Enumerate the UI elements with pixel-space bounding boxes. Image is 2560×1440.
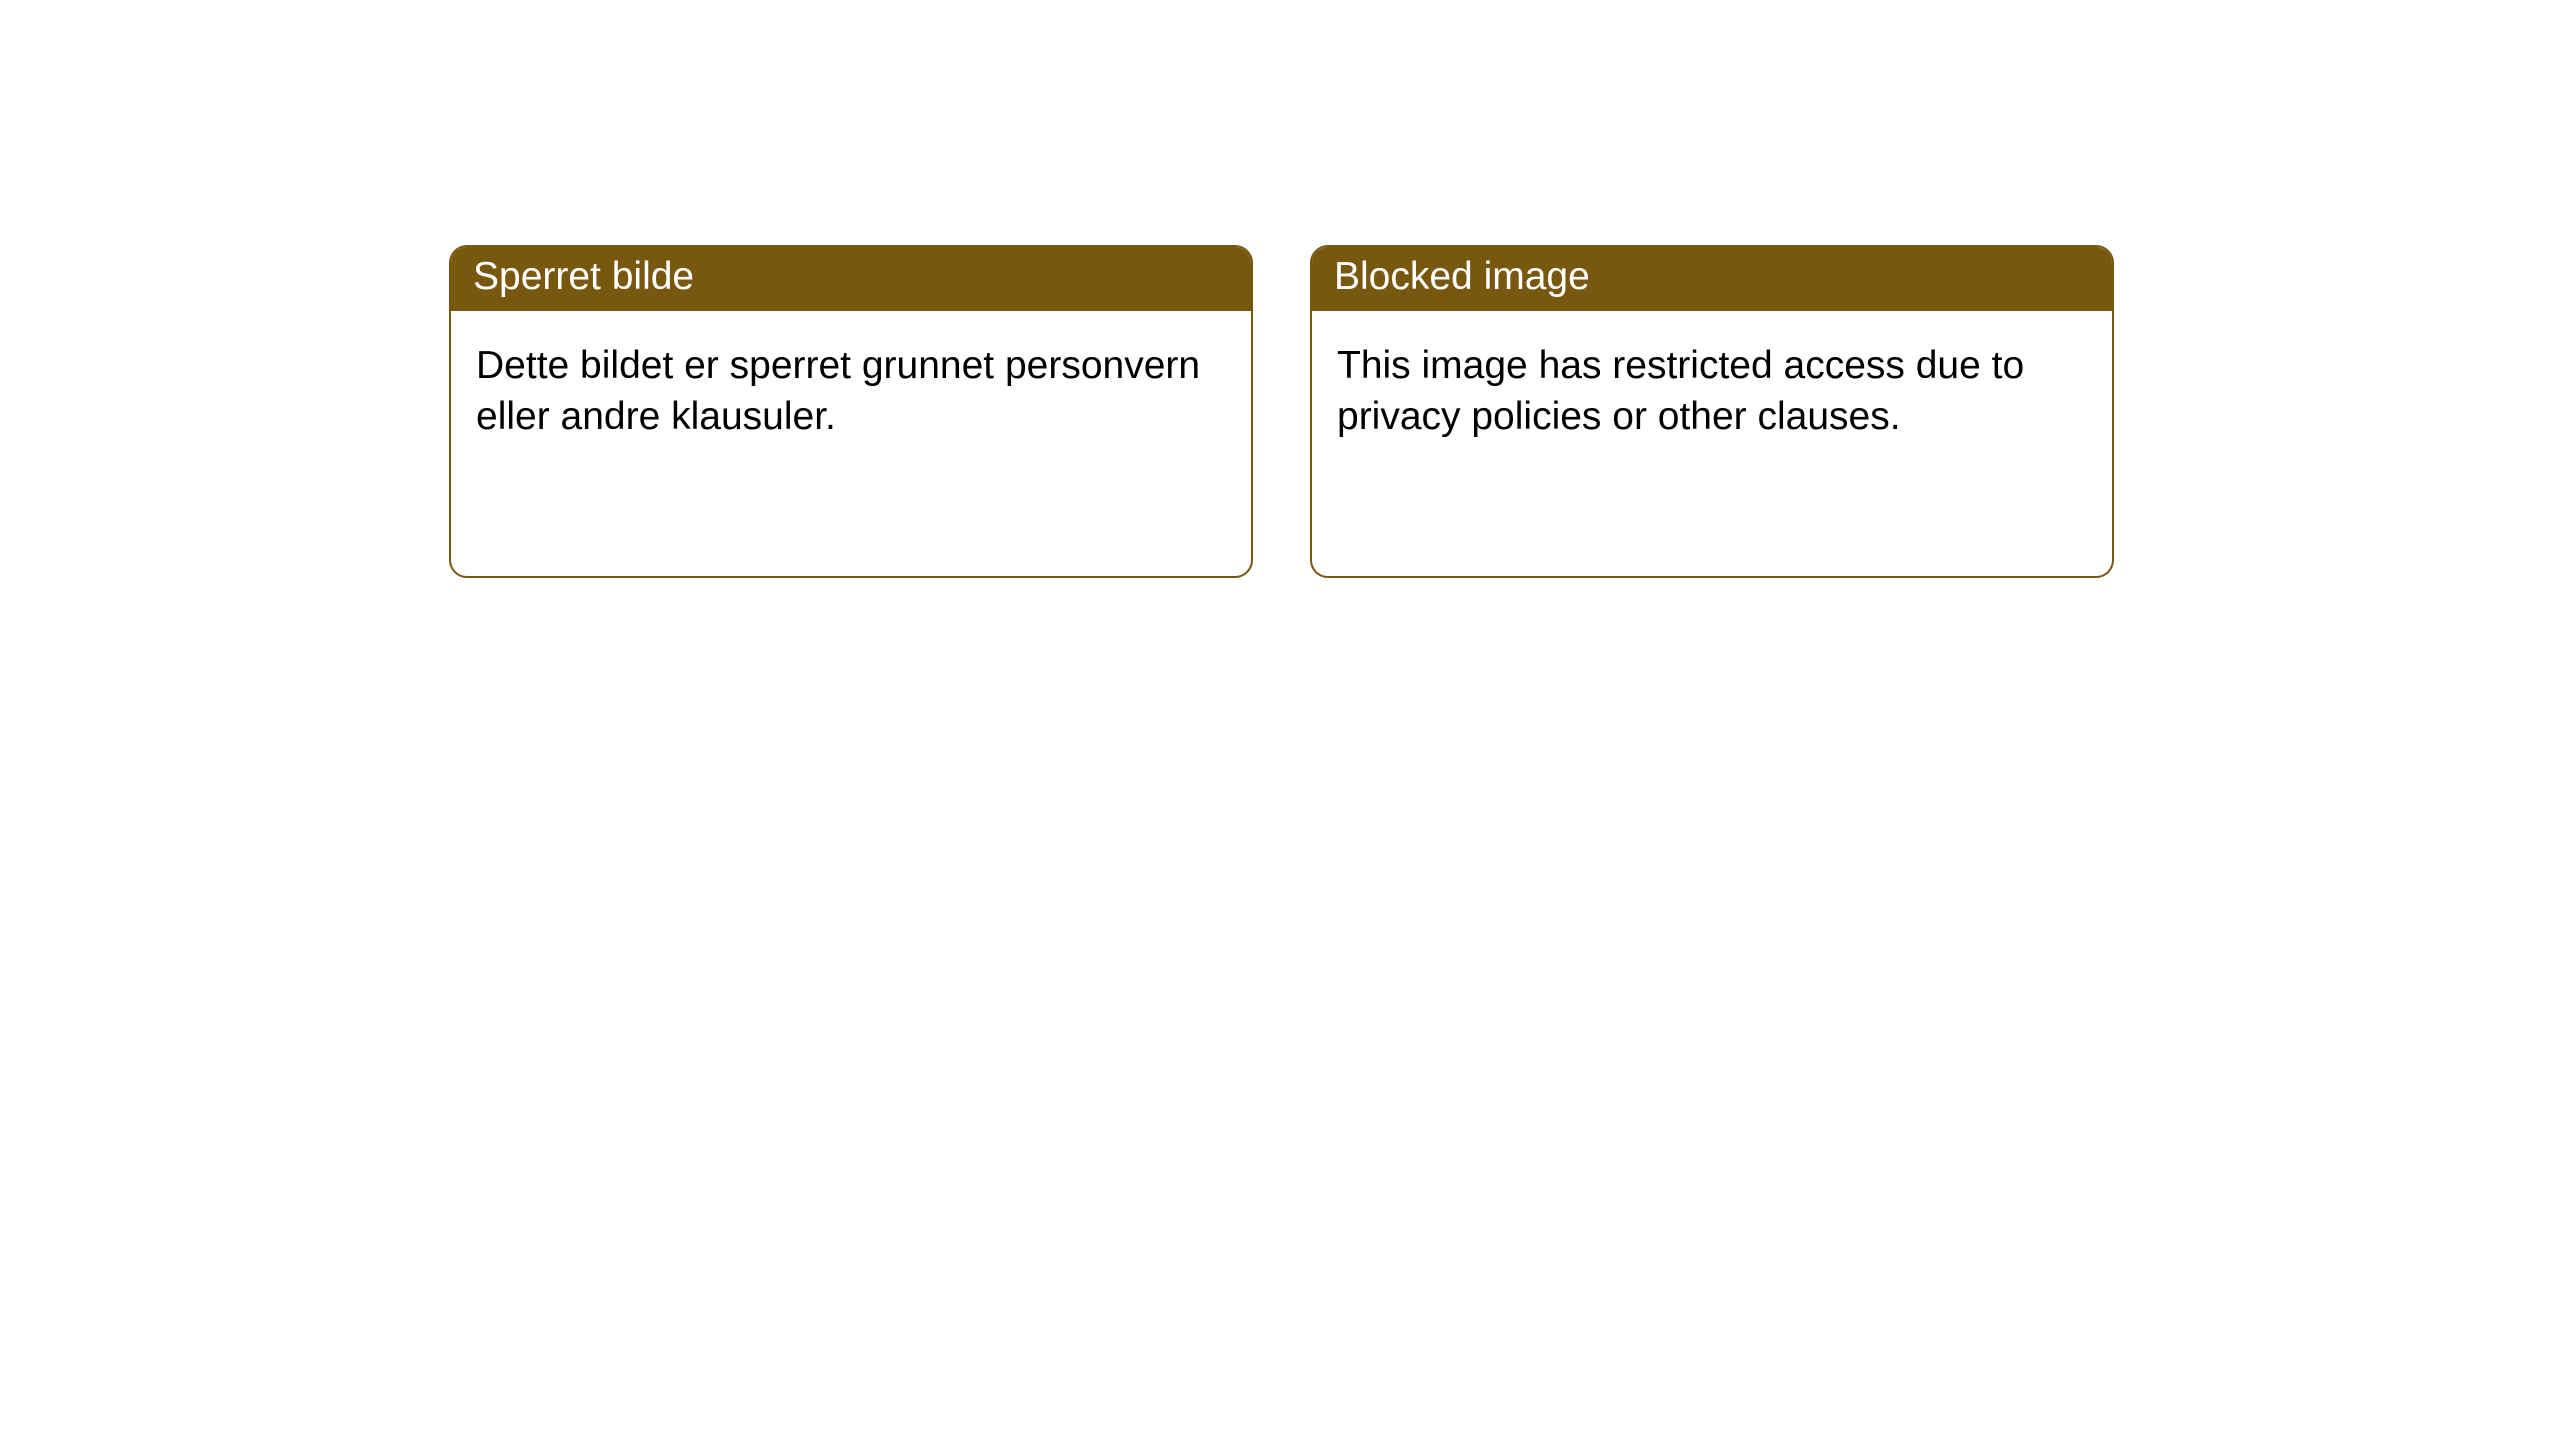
notice-card-norwegian: Sperret bilde Dette bildet er sperret gr…: [449, 245, 1253, 578]
notice-body-norwegian: Dette bildet er sperret grunnet personve…: [451, 311, 1251, 472]
notice-header-english: Blocked image: [1312, 247, 2112, 311]
notice-header-norwegian: Sperret bilde: [451, 247, 1251, 311]
notice-body-english: This image has restricted access due to …: [1312, 311, 2112, 472]
notice-container: Sperret bilde Dette bildet er sperret gr…: [0, 0, 2560, 578]
notice-card-english: Blocked image This image has restricted …: [1310, 245, 2114, 578]
